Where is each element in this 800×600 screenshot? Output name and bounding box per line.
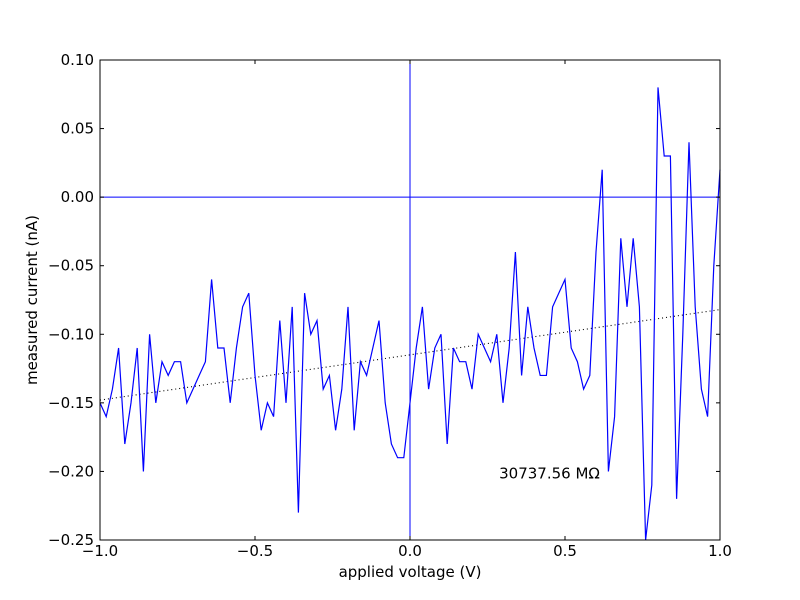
y-tick-label: 0.10 xyxy=(61,51,94,69)
series-layer xyxy=(99,87,721,541)
x-tick-label: 0.0 xyxy=(398,542,422,560)
x-tick-label: −0.5 xyxy=(237,542,273,560)
fit-line xyxy=(99,309,721,401)
x-tick-label: 1.0 xyxy=(708,542,732,560)
y-tick-label: −0.05 xyxy=(48,257,94,275)
y-tick-label: 0.05 xyxy=(61,120,94,138)
y-tick-label: −0.25 xyxy=(48,531,94,549)
y-tick-label: −0.15 xyxy=(48,394,94,412)
reference-lines xyxy=(100,60,720,540)
series-line-0 xyxy=(99,87,721,541)
y-tick-label: −0.10 xyxy=(48,325,94,343)
annotation-resistance: 30737.56 MΩ xyxy=(499,464,600,482)
y-tick-label: −0.20 xyxy=(48,462,94,480)
y-tick-label: 0.00 xyxy=(61,188,94,206)
y-axis-title: measured current (nA) xyxy=(23,215,41,385)
x-axis-title: applied voltage (V) xyxy=(339,563,482,581)
x-tick-label: −1.0 xyxy=(82,542,118,560)
ticks-layer: −1.0 −0.5 0.0 0.5 1.0 −0.25 −0.20 −0.15 −0.10 −0.… xyxy=(48,51,732,560)
x-tick-label: 0.5 xyxy=(553,542,577,560)
fit-line-layer xyxy=(99,309,721,401)
